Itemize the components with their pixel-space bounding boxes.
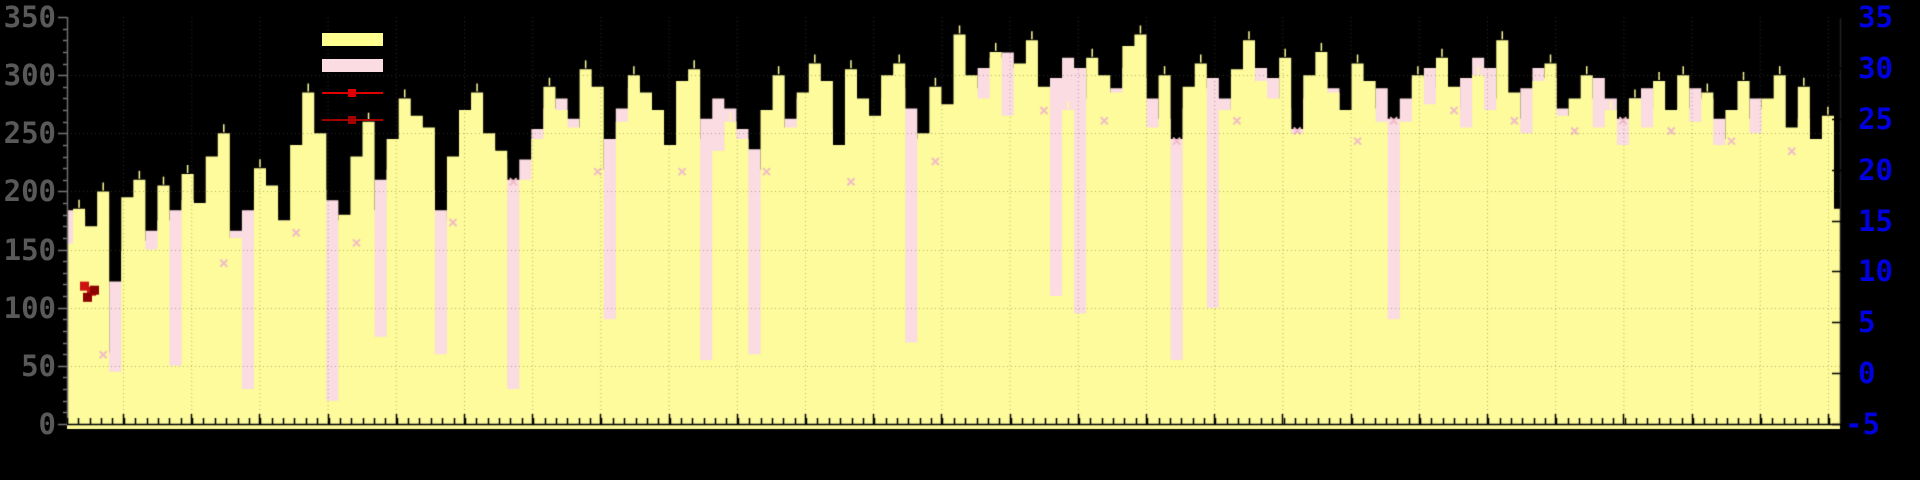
left-axis-tick-label: 200	[3, 174, 56, 208]
right-axis-tick-label: 30	[1858, 51, 1893, 85]
right-axis-tick-label: 10	[1858, 254, 1893, 288]
right-axis-tick-label: 25	[1858, 102, 1893, 136]
legend-swatch-pink-area	[322, 59, 383, 72]
left-axis-tick-label: 50	[21, 349, 56, 383]
left-axis-tick-label: 300	[3, 58, 56, 92]
right-axis-tick-label: 0	[1858, 356, 1876, 390]
legend-item-dark-red-line	[322, 113, 383, 124]
legend-line-dark-red-line	[322, 116, 383, 124]
left-axis-tick-label: 250	[3, 116, 56, 150]
right-axis-tick-label: 35	[1858, 0, 1893, 34]
left-axis-tick-label: 150	[3, 233, 56, 267]
right-axis-tick-label: -5	[1845, 407, 1880, 441]
legend-marker-red-line	[348, 89, 356, 97]
left-axis-tick-label: 0	[38, 407, 56, 441]
legend-line-red-line	[322, 89, 383, 97]
left-axis-tick-label: 350	[3, 0, 56, 34]
legend-swatch-yellow-area	[322, 33, 383, 46]
legend-item-red-line	[322, 86, 383, 97]
legend-item-pink-area	[322, 59, 383, 72]
right-axis-tick-label: 15	[1858, 204, 1893, 238]
left-axis-tick-label: 100	[3, 291, 56, 325]
legend-item-yellow-area	[322, 33, 383, 46]
right-axis-tick-label: 20	[1858, 153, 1893, 187]
legend-marker-dark-red-line	[348, 116, 356, 124]
right-axis-tick-label: 5	[1858, 305, 1876, 339]
